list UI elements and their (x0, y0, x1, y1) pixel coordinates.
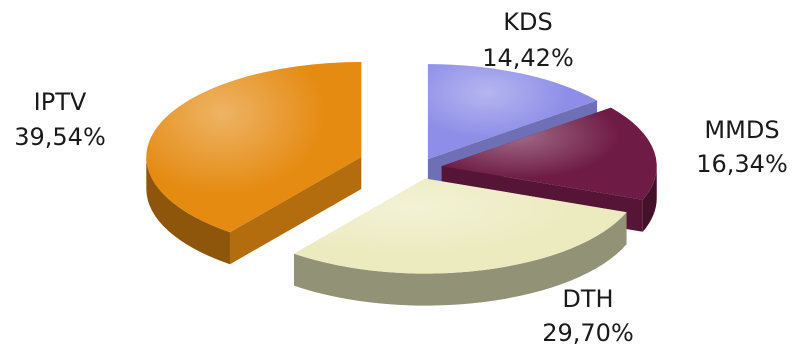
slice-iptv-side-0 (146, 156, 230, 265)
slice-mmds-highlight (441, 107, 657, 200)
slice-dth-side-0 (294, 212, 627, 306)
slice-kds-highlight (427, 64, 598, 160)
slice-label-mmds: MMDS (704, 116, 779, 144)
pie-slices (146, 61, 657, 306)
slice-iptv-wall-0 (229, 156, 362, 265)
slice-value-kds: 14,42% (482, 44, 574, 72)
slice-value-iptv: 39,54% (14, 123, 106, 151)
slice-iptv (146, 61, 362, 265)
slice-dth-highlight (294, 178, 627, 274)
slice-mmds-side-0 (642, 166, 657, 232)
slice-iptv-highlight (146, 61, 362, 233)
pie-labels: KDS 14,42% MMDS 16,34% DTH 29,70% IPTV 3… (14, 8, 788, 347)
slice-label-dth: DTH (562, 285, 613, 313)
slice-value-mmds: 16,34% (696, 150, 788, 178)
slice-value-dth: 29,70% (542, 319, 634, 347)
slice-label-kds: KDS (503, 8, 552, 36)
slice-label-iptv: IPTV (34, 88, 87, 116)
slice-dth (294, 178, 627, 306)
